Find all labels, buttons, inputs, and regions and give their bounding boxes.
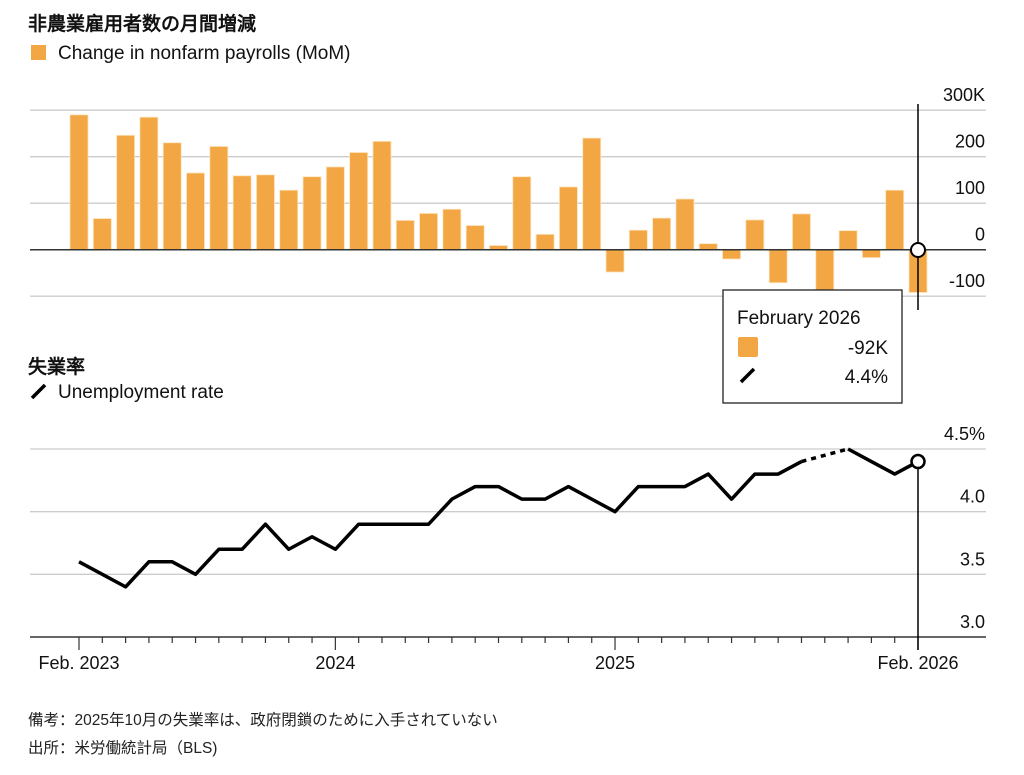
legend-line-icon [30, 383, 47, 400]
footnote-remark: 備考：2025年10月の失業率は、政府閉鎖のために入手されていない [28, 711, 498, 729]
cursor-marker-bar [910, 242, 926, 258]
bar [885, 189, 905, 251]
bar [605, 249, 625, 273]
bar [419, 213, 438, 251]
tooltip-bar-swatch [738, 337, 758, 357]
bar [582, 137, 602, 251]
bar [628, 229, 648, 251]
bar [698, 243, 718, 251]
bar [209, 146, 229, 251]
bar [139, 116, 159, 251]
x-tick-label: Feb. 2023 [38, 653, 119, 673]
bar [465, 225, 485, 251]
tooltip: February 2026 -92K 4.4% [722, 289, 903, 404]
bar [512, 176, 532, 251]
y-tick-label: 200 [955, 132, 985, 152]
bar [722, 249, 741, 260]
bar [69, 114, 89, 251]
bar [652, 217, 672, 251]
unemployment-line [78, 459, 803, 589]
legend-payrolls: Change in nonfarm payrolls (MoM) [58, 43, 351, 64]
tooltip-line-icon [739, 367, 756, 384]
x-tick-label: 2024 [315, 653, 355, 673]
y-tick-label: 100 [955, 178, 985, 198]
bar [186, 172, 205, 251]
missing-data-dotted-line [801, 447, 849, 464]
tooltip-title: February 2026 [737, 308, 861, 329]
y-tick-label: 4.5% [944, 424, 985, 444]
footnote-source: 出所：米労働統計局（BLS) [28, 739, 217, 757]
x-tick-label: 2025 [595, 653, 635, 673]
bar [279, 189, 299, 251]
cursor-marker-line [910, 453, 926, 470]
unemployment-line [847, 447, 919, 476]
y-tick-label: 300K [943, 85, 985, 105]
bar [116, 134, 136, 251]
bar [302, 176, 322, 251]
line-chart-title: 失業率 [28, 355, 85, 378]
tooltip-rate-value: 4.4% [845, 367, 888, 388]
tooltip-payrolls-value: -92K [848, 338, 888, 359]
bar [745, 219, 765, 251]
y-tick-label: 3.0 [960, 612, 985, 632]
bar [232, 175, 252, 251]
legend-unemployment: Unemployment rate [58, 382, 224, 403]
bar [256, 174, 275, 251]
y-tick-label: -100 [949, 271, 985, 291]
bar [162, 142, 182, 251]
bar-chart-title: 非農業雇用者数の月間増減 [28, 12, 256, 35]
x-tick-label: Feb. 2026 [877, 653, 958, 673]
y-tick-label: 0 [975, 225, 985, 245]
y-tick-label: 3.5 [960, 549, 985, 569]
bar [861, 249, 881, 259]
legend-swatch-payrolls [31, 45, 46, 60]
bar [395, 220, 415, 251]
bar [535, 233, 555, 251]
bar [792, 213, 811, 251]
bar [92, 218, 112, 251]
bar [559, 186, 578, 251]
bar [768, 249, 788, 284]
bar [442, 208, 462, 251]
bar [675, 198, 695, 251]
bar [325, 166, 345, 251]
bar [372, 140, 392, 251]
y-tick-label: 4.0 [960, 487, 985, 507]
bar [349, 152, 369, 251]
bar [838, 230, 858, 251]
